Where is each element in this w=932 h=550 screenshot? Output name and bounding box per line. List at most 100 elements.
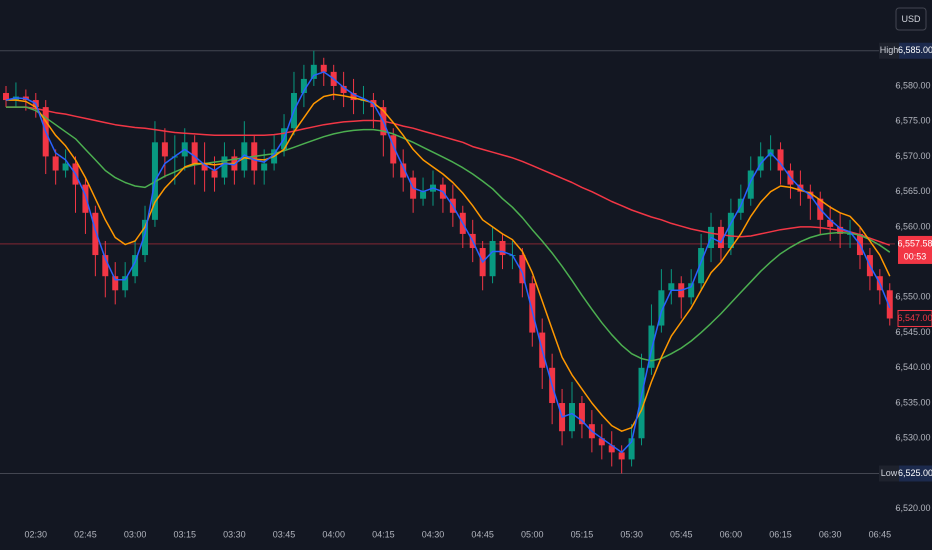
candle-body bbox=[52, 156, 59, 171]
x-tick-label: 06:30 bbox=[819, 529, 842, 539]
candle-body bbox=[211, 170, 218, 178]
candle-body bbox=[3, 93, 9, 101]
x-tick-label: 03:00 bbox=[124, 529, 147, 539]
candle-body bbox=[886, 290, 893, 319]
high-tag-box bbox=[879, 42, 899, 59]
candle-body bbox=[628, 438, 635, 460]
candle-body bbox=[201, 163, 208, 171]
candle-body bbox=[340, 85, 347, 94]
moving-average bbox=[5, 71, 891, 454]
candle-body bbox=[529, 283, 536, 333]
candle-body bbox=[499, 240, 506, 256]
y-tick-label: 6,580.00 bbox=[895, 80, 930, 90]
candle-body bbox=[777, 149, 784, 171]
low-value-label: 6,525.00 bbox=[898, 468, 932, 478]
candle-body bbox=[191, 142, 198, 164]
x-tick-label: 02:30 bbox=[25, 529, 48, 539]
plot-area bbox=[0, 50, 895, 474]
candle-body bbox=[489, 240, 496, 277]
moving-average bbox=[6, 106, 891, 246]
moving-average bbox=[6, 93, 891, 432]
moving-average bbox=[6, 106, 891, 362]
currency-label[interactable]: USD bbox=[901, 14, 921, 24]
candle-body bbox=[847, 233, 854, 235]
high-value-label: 6,585.00 bbox=[898, 45, 932, 55]
candle-body bbox=[161, 142, 168, 157]
candle-body bbox=[648, 325, 655, 368]
low-value-box bbox=[899, 465, 932, 482]
y-tick-label: 6,565.00 bbox=[895, 186, 930, 196]
y-tick-label: 6,520.00 bbox=[895, 503, 930, 513]
currency-button[interactable] bbox=[895, 7, 927, 31]
x-tick-label: 05:30 bbox=[620, 529, 643, 539]
y-tick-label: 6,550.00 bbox=[895, 292, 930, 302]
x-tick-label: 03:30 bbox=[223, 529, 246, 539]
x-tick-label: 06:45 bbox=[869, 529, 892, 539]
candle-body bbox=[102, 255, 109, 277]
high-value-box bbox=[899, 42, 932, 59]
close-marker-box bbox=[897, 309, 932, 327]
candle-body bbox=[727, 212, 734, 249]
x-tick-label: 04:00 bbox=[322, 529, 345, 539]
candle-body bbox=[132, 255, 139, 277]
candle-body bbox=[261, 163, 268, 171]
candle-body bbox=[519, 255, 526, 284]
y-tick-label: 6,575.00 bbox=[895, 116, 930, 126]
candle-body bbox=[350, 93, 357, 101]
countdown-label: 00:53 bbox=[904, 251, 927, 261]
y-tick-label: 6,540.00 bbox=[895, 362, 930, 372]
candle-body bbox=[747, 170, 754, 199]
candle-body bbox=[578, 403, 585, 425]
candle-body bbox=[112, 276, 119, 291]
candle-body bbox=[92, 212, 99, 256]
close-marker-label: 6,547.00 bbox=[897, 313, 932, 323]
x-tick-label: 05:45 bbox=[670, 529, 693, 539]
candle-body bbox=[698, 248, 705, 284]
x-tick-label: 03:15 bbox=[173, 529, 196, 539]
x-tick-label: 06:00 bbox=[720, 529, 743, 539]
x-tick-label: 04:30 bbox=[422, 529, 445, 539]
low-tag-box bbox=[879, 465, 899, 482]
candle-body bbox=[400, 163, 407, 178]
candle-body bbox=[668, 283, 675, 291]
x-tick-label: 03:45 bbox=[273, 529, 296, 539]
candle-body bbox=[658, 290, 665, 326]
candle-body bbox=[82, 184, 89, 213]
x-tick-label: 02:45 bbox=[74, 529, 97, 539]
candle-body bbox=[390, 135, 397, 164]
y-tick-label: 6,560.00 bbox=[895, 221, 930, 231]
last-price-label: 6,557.58 bbox=[897, 238, 932, 248]
x-tick-label: 05:15 bbox=[571, 529, 594, 539]
candle-body bbox=[569, 403, 576, 432]
candle-body bbox=[221, 156, 228, 178]
candle-body bbox=[420, 191, 427, 199]
y-tick-label: 6,535.00 bbox=[895, 397, 930, 407]
last-price-box bbox=[898, 235, 932, 264]
candle-body bbox=[62, 163, 69, 171]
candle-body bbox=[618, 452, 625, 460]
candle-body bbox=[122, 276, 129, 291]
candle-body bbox=[688, 283, 695, 298]
candle-body bbox=[142, 219, 149, 256]
candle-body bbox=[241, 142, 248, 171]
y-tick-label: 6,545.00 bbox=[895, 327, 930, 337]
candle-body bbox=[717, 226, 724, 249]
y-tick-label: 6,530.00 bbox=[895, 433, 930, 443]
candle-body bbox=[320, 64, 327, 72]
x-tick-label: 04:15 bbox=[372, 529, 395, 539]
low-tag: Low bbox=[881, 468, 898, 478]
x-tick-label: 04:45 bbox=[471, 529, 494, 539]
high-tag: High bbox=[880, 45, 899, 55]
candle-body bbox=[310, 64, 317, 79]
candle-body bbox=[598, 438, 605, 446]
candle-body bbox=[608, 445, 615, 453]
x-tick-label: 05:00 bbox=[521, 529, 544, 539]
candle-body bbox=[300, 78, 307, 94]
y-tick-label: 6,570.00 bbox=[895, 151, 930, 161]
x-tick-label: 06:15 bbox=[769, 529, 792, 539]
candle-body bbox=[827, 219, 834, 227]
candle-body bbox=[638, 367, 645, 439]
